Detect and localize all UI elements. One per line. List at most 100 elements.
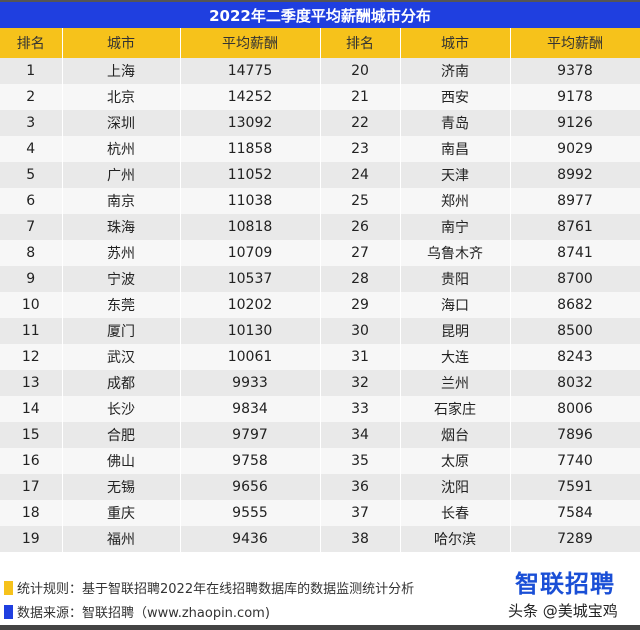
cell-rank: 25 (320, 188, 401, 214)
cell-salary: 8977 (510, 188, 640, 214)
cell-salary: 9834 (180, 396, 321, 422)
cell-rank: 23 (320, 136, 401, 162)
cell-rank: 24 (320, 162, 401, 188)
cell-salary: 8243 (510, 344, 640, 370)
cell-city: 上海 (62, 58, 181, 84)
cell-rank: 21 (320, 84, 401, 110)
cell-rank: 11 (0, 318, 63, 344)
cell-salary: 8500 (510, 318, 640, 344)
zhaopin-logo: 智联招聘 (515, 570, 615, 598)
cell-city: 合肥 (62, 422, 181, 448)
header-rank: 排名 (320, 28, 401, 58)
header-rank: 排名 (0, 28, 63, 58)
cell-rank: 26 (320, 214, 401, 240)
cell-salary: 11052 (180, 162, 321, 188)
cell-salary: 7289 (510, 526, 640, 552)
table-row: 10 东莞 10202 29 海口 8682 (0, 292, 640, 318)
cell-salary: 9758 (180, 448, 321, 474)
cell-city: 苏州 (62, 240, 181, 266)
cell-city: 青岛 (400, 110, 511, 136)
table-row: 19 福州 9436 38 哈尔滨 7289 (0, 526, 640, 552)
cell-rank: 33 (320, 396, 401, 422)
table-row: 12 武汉 10061 31 大连 8243 (0, 344, 640, 370)
cell-city: 成都 (62, 370, 181, 396)
cell-salary: 8992 (510, 162, 640, 188)
table-row: 8 苏州 10709 27 乌鲁木齐 8741 (0, 240, 640, 266)
cell-salary: 9126 (510, 110, 640, 136)
cell-city: 太原 (400, 448, 511, 474)
cell-salary: 8032 (510, 370, 640, 396)
cell-salary: 9555 (180, 500, 321, 526)
cell-salary: 11038 (180, 188, 321, 214)
watermark: 头条 @美城宝鸡 (508, 602, 618, 620)
header-salary: 平均薪酬 (180, 28, 321, 58)
cell-salary: 9933 (180, 370, 321, 396)
table-row: 7 珠海 10818 26 南宁 8761 (0, 214, 640, 240)
table-row: 5 广州 11052 24 天津 8992 (0, 162, 640, 188)
cell-rank: 1 (0, 58, 63, 84)
cell-salary: 8682 (510, 292, 640, 318)
cell-salary: 7584 (510, 500, 640, 526)
cell-rank: 34 (320, 422, 401, 448)
table-row: 18 重庆 9555 37 长春 7584 (0, 500, 640, 526)
cell-salary: 9029 (510, 136, 640, 162)
table-row: 9 宁波 10537 28 贵阳 8700 (0, 266, 640, 292)
cell-rank: 17 (0, 474, 63, 500)
table-row: 16 佛山 9758 35 太原 7740 (0, 448, 640, 474)
cell-rank: 3 (0, 110, 63, 136)
table-row: 4 杭州 11858 23 南昌 9029 (0, 136, 640, 162)
table-row: 13 成都 9933 32 兰州 8032 (0, 370, 640, 396)
cell-rank: 4 (0, 136, 63, 162)
cell-rank: 2 (0, 84, 63, 110)
cell-city: 宁波 (62, 266, 181, 292)
header-salary: 平均薪酬 (510, 28, 640, 58)
cell-salary: 13092 (180, 110, 321, 136)
cell-salary: 10537 (180, 266, 321, 292)
cell-city: 无锡 (62, 474, 181, 500)
table-row: 1 上海 14775 20 济南 9378 (0, 58, 640, 84)
cell-salary: 7591 (510, 474, 640, 500)
header-city: 城市 (400, 28, 511, 58)
cell-salary: 9656 (180, 474, 321, 500)
cell-rank: 5 (0, 162, 63, 188)
cell-city: 长沙 (62, 396, 181, 422)
cell-rank: 7 (0, 214, 63, 240)
cell-city: 武汉 (62, 344, 181, 370)
cell-salary: 8006 (510, 396, 640, 422)
cell-city: 天津 (400, 162, 511, 188)
cell-salary: 9178 (510, 84, 640, 110)
cell-city: 珠海 (62, 214, 181, 240)
table-row: 14 长沙 9834 33 石家庄 8006 (0, 396, 640, 422)
cell-city: 佛山 (62, 448, 181, 474)
table-row: 17 无锡 9656 36 沈阳 7591 (0, 474, 640, 500)
cell-salary: 9436 (180, 526, 321, 552)
cell-rank: 29 (320, 292, 401, 318)
cell-city: 烟台 (400, 422, 511, 448)
cell-city: 大连 (400, 344, 511, 370)
cell-city: 济南 (400, 58, 511, 84)
cell-city: 南昌 (400, 136, 511, 162)
cell-rank: 27 (320, 240, 401, 266)
cell-rank: 31 (320, 344, 401, 370)
cell-salary: 9797 (180, 422, 321, 448)
cell-city: 厦门 (62, 318, 181, 344)
cell-city: 长春 (400, 500, 511, 526)
footer-rule: 统计规则：基于智联招聘2022年在线招聘数据库的数据监测统计分析 (4, 578, 414, 597)
cell-salary: 10061 (180, 344, 321, 370)
cell-rank: 22 (320, 110, 401, 136)
yellow-square-icon (4, 580, 13, 595)
cell-city: 郑州 (400, 188, 511, 214)
cell-salary: 10709 (180, 240, 321, 266)
cell-rank: 10 (0, 292, 63, 318)
cell-city: 海口 (400, 292, 511, 318)
table-title: 2022年二季度平均薪酬城市分布 (0, 0, 640, 28)
cell-salary: 8761 (510, 214, 640, 240)
cell-city: 贵阳 (400, 266, 511, 292)
cell-rank: 13 (0, 370, 63, 396)
cell-salary: 7896 (510, 422, 640, 448)
cell-city: 重庆 (62, 500, 181, 526)
cell-city: 石家庄 (400, 396, 511, 422)
cell-rank: 38 (320, 526, 401, 552)
cell-city: 福州 (62, 526, 181, 552)
cell-city: 哈尔滨 (400, 526, 511, 552)
